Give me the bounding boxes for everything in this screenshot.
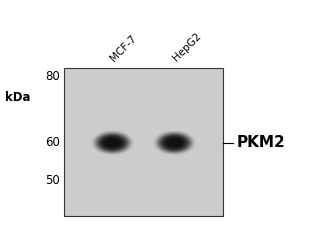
Ellipse shape: [95, 132, 130, 153]
Text: 50: 50: [46, 174, 60, 187]
Ellipse shape: [102, 137, 123, 149]
Ellipse shape: [93, 132, 132, 154]
Ellipse shape: [170, 140, 179, 145]
Ellipse shape: [100, 136, 125, 150]
Ellipse shape: [157, 132, 192, 153]
Ellipse shape: [99, 135, 126, 150]
Ellipse shape: [160, 134, 188, 151]
Ellipse shape: [96, 133, 129, 152]
Ellipse shape: [167, 138, 182, 147]
Ellipse shape: [154, 131, 195, 154]
Ellipse shape: [159, 134, 189, 152]
Ellipse shape: [96, 133, 128, 152]
Ellipse shape: [164, 137, 185, 149]
Ellipse shape: [166, 138, 183, 148]
Ellipse shape: [172, 141, 177, 144]
Ellipse shape: [110, 141, 115, 144]
Text: 80: 80: [46, 70, 60, 83]
Ellipse shape: [108, 140, 117, 145]
Ellipse shape: [101, 136, 124, 149]
Ellipse shape: [163, 136, 186, 149]
Ellipse shape: [105, 139, 120, 147]
Ellipse shape: [161, 135, 188, 150]
Ellipse shape: [111, 142, 113, 143]
Ellipse shape: [103, 137, 122, 148]
Ellipse shape: [158, 133, 191, 152]
Text: 60: 60: [45, 136, 60, 149]
Text: MCF-7: MCF-7: [109, 33, 139, 63]
Text: PKM2: PKM2: [236, 135, 285, 150]
Ellipse shape: [106, 139, 119, 146]
Ellipse shape: [155, 132, 194, 154]
Text: kDa: kDa: [5, 91, 30, 104]
Bar: [64, 68, 223, 216]
Ellipse shape: [111, 142, 114, 144]
Ellipse shape: [156, 132, 193, 153]
Ellipse shape: [98, 134, 126, 151]
Ellipse shape: [97, 134, 127, 152]
Ellipse shape: [167, 139, 182, 147]
Ellipse shape: [107, 140, 118, 146]
Ellipse shape: [104, 138, 121, 148]
Ellipse shape: [173, 142, 175, 143]
Ellipse shape: [168, 139, 181, 146]
Ellipse shape: [162, 136, 187, 150]
Ellipse shape: [94, 132, 131, 153]
Ellipse shape: [173, 142, 176, 144]
Ellipse shape: [158, 133, 190, 152]
Ellipse shape: [92, 131, 133, 154]
Ellipse shape: [165, 137, 184, 148]
Ellipse shape: [109, 141, 116, 145]
Ellipse shape: [171, 141, 178, 145]
Text: HepG2: HepG2: [170, 31, 203, 63]
Ellipse shape: [169, 140, 180, 146]
Ellipse shape: [105, 138, 120, 147]
